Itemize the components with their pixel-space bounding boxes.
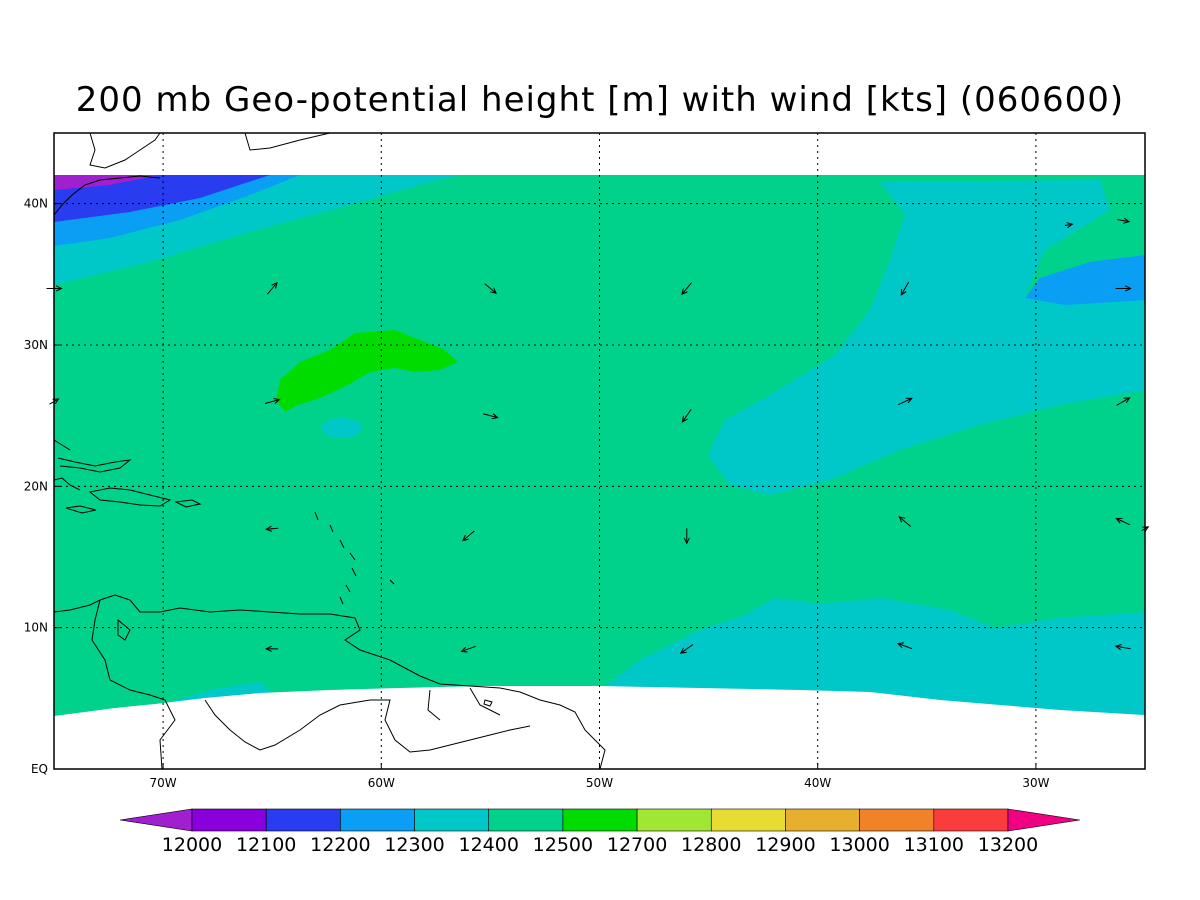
grid-lines [54, 133, 1145, 769]
coast-puerto-rico [174, 499, 202, 508]
colorbar-segment [785, 808, 860, 832]
coast-hispaniola [88, 487, 172, 507]
lat-tick-label: 20N [24, 479, 48, 493]
lat-tick-label: 40N [24, 197, 48, 211]
coast-lesser-antilles [314, 511, 395, 605]
colorbar-label: 12100 [236, 834, 296, 856]
wind-arrow [679, 644, 694, 654]
colorbar-label: 12800 [681, 834, 741, 856]
colorbar-labels: 12000 12100 12200 12300 12400 12500 12700 12800… [162, 834, 1038, 856]
map-title: 200 mb Geo-potential height [m] with win… [75, 80, 1125, 120]
coast-south-america [54, 594, 606, 769]
colorbar-low-triangle [119, 808, 193, 832]
colorbar-label: 13200 [978, 834, 1038, 856]
wind-arrow [264, 397, 281, 404]
lon-tick-label: 40W [804, 776, 831, 790]
band-12300-north [54, 175, 1145, 495]
colorbar-segment [191, 808, 267, 832]
coastlines [54, 133, 606, 769]
band-12000 [54, 175, 160, 190]
colorbar-high-triangle [1007, 808, 1081, 832]
lon-tick-label: 70W [150, 776, 177, 790]
axis-labels: 70W 60W 50W 40W 30W EQ 10N 20N 30N 40N [24, 197, 1050, 790]
lon-tick-label: 60W [368, 776, 395, 790]
wind-arrow [1114, 644, 1131, 651]
band-12500 [276, 330, 458, 412]
band-12300-blob [322, 418, 362, 438]
colorbar-segment [933, 808, 1009, 832]
colorbar-label: 12300 [384, 834, 444, 856]
colorbar-segment [710, 808, 786, 832]
coast-florida [54, 439, 81, 491]
coast-cuba [57, 457, 132, 473]
wind-arrow [1115, 517, 1131, 526]
wind-arrow [1115, 285, 1132, 292]
colorbar-label: 12500 [533, 834, 593, 856]
wind-arrow [484, 283, 498, 295]
colorbar [119, 808, 1081, 832]
colorbar-label: 13100 [904, 834, 964, 856]
colorbar-segment [265, 808, 341, 832]
coast-jamaica [65, 505, 97, 514]
colorbar-segment [562, 808, 638, 832]
wind-arrow [898, 516, 912, 527]
axis-ticks [54, 203, 1037, 770]
wind-arrow [460, 645, 476, 653]
colorbar-label: 12700 [607, 834, 667, 856]
wind-arrow [483, 413, 499, 420]
wind-arrow [265, 645, 279, 652]
wind-arrow [1116, 397, 1131, 406]
wind-arrow [1064, 222, 1074, 229]
colorbar-label: 12400 [459, 834, 519, 856]
wind-arrow [900, 281, 910, 296]
wind-vectors [46, 217, 1150, 654]
colorbar-segment [636, 808, 712, 832]
colorbar-segment [488, 808, 564, 832]
lat-tick-label: EQ [31, 762, 48, 776]
wind-arrow [265, 525, 279, 532]
wind-arrow [681, 282, 692, 296]
colorbar-label: 13000 [829, 834, 889, 856]
band-12100 [54, 175, 270, 222]
wind-arrow [1117, 217, 1131, 224]
wind-arrow [681, 409, 692, 423]
lon-tick-label: 30W [1022, 776, 1049, 790]
wind-arrow [896, 642, 913, 650]
colorbar-label: 12000 [162, 834, 222, 856]
band-12200-east [1025, 255, 1145, 305]
colorbar-label: 12900 [755, 834, 815, 856]
colorbar-label: 12200 [310, 834, 370, 856]
colorbar-segment [859, 808, 935, 832]
coast-north-america [54, 133, 331, 216]
wind-arrow [266, 281, 278, 295]
wind-arrow [461, 530, 475, 542]
lat-tick-label: 30N [24, 338, 48, 352]
colorbar-segment [340, 808, 415, 832]
wind-arrow [897, 397, 913, 406]
colorbar-segment [414, 808, 490, 832]
wind-arrow [683, 528, 690, 545]
coast-guianas-interior [204, 687, 531, 753]
lat-tick-label: 10N [24, 621, 48, 635]
lon-tick-label: 50W [586, 776, 613, 790]
